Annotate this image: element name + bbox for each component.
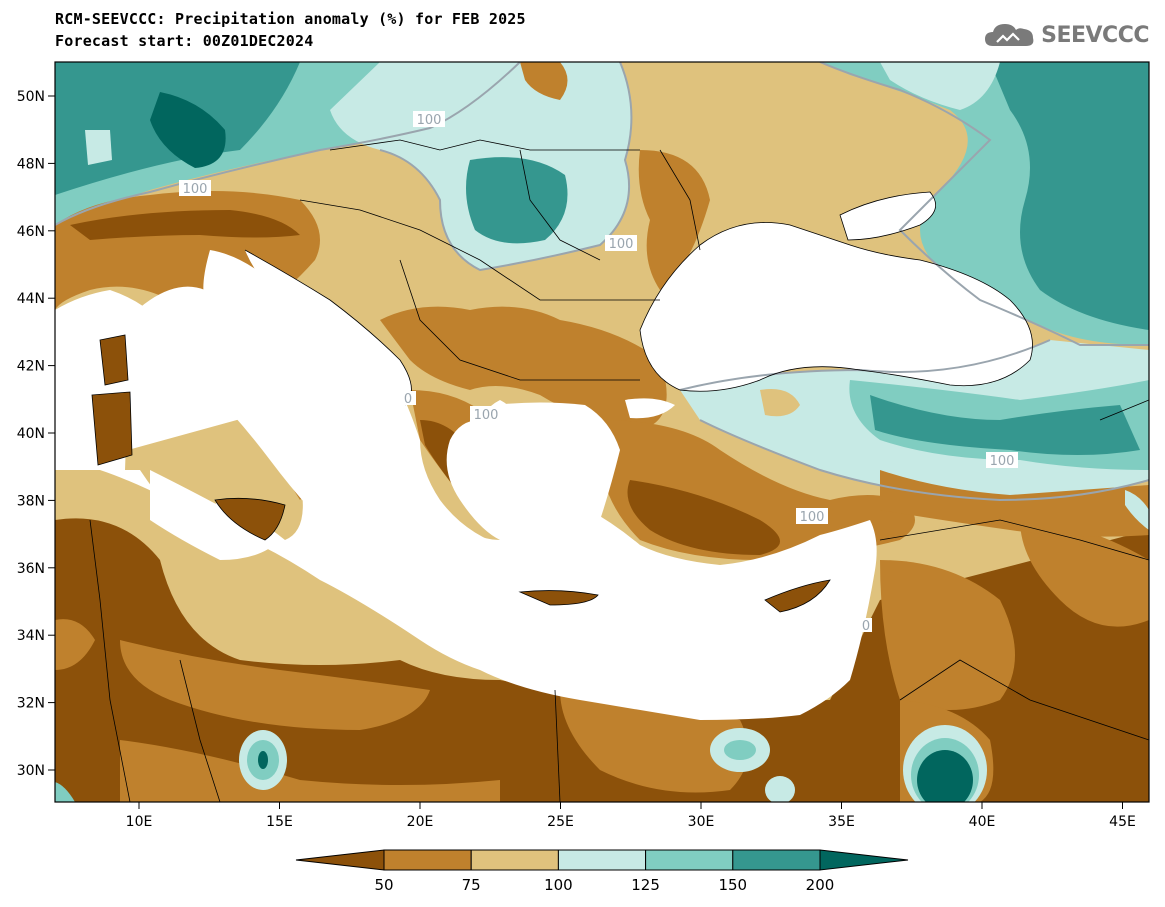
legend-label: 125: [631, 876, 660, 894]
lat-label: 40N: [17, 426, 45, 442]
contour-label: 100: [990, 454, 1015, 469]
lat-label: 46N: [17, 224, 45, 240]
legend-label: 75: [462, 876, 481, 894]
lat-label: 36N: [17, 561, 45, 577]
lat-label: 34N: [17, 628, 45, 644]
lat-label: 30N: [17, 763, 45, 779]
seevccc-logo: SEEVCCC: [983, 20, 1149, 50]
legend-upper-extension: [819, 849, 909, 871]
contour-lines: [55, 62, 1149, 502]
longitude-axis: 10E 15E 20E 25E 30E 35E 40E 45E: [126, 802, 1136, 830]
legend-lower-extension: [295, 849, 385, 871]
contour-label-box: [413, 111, 445, 127]
contour-label-box: [796, 508, 828, 524]
lon-label: 30E: [688, 814, 715, 830]
lat-label: 50N: [17, 89, 45, 105]
map-frame: [54, 61, 1150, 803]
legend-label: 150: [718, 876, 747, 894]
map-title: RCM-SEEVCCC: Precipitation anomaly (%) f…: [55, 10, 526, 28]
lat-label: 42N: [17, 359, 45, 375]
lon-label: 25E: [547, 814, 574, 830]
lon-label: 20E: [407, 814, 434, 830]
contour-label: 100: [609, 237, 634, 252]
lat-label: 32N: [17, 696, 45, 712]
country-borders: [89, 139, 1149, 802]
contour-label-box: [605, 235, 637, 251]
contour-label: 100: [800, 510, 825, 525]
legend-label: 50: [374, 876, 393, 894]
contour-label: 100: [474, 408, 499, 423]
lon-label: 10E: [126, 814, 153, 830]
legend-label: 100: [544, 876, 573, 894]
contour-label: 100: [417, 113, 442, 128]
contour-label-box: [986, 452, 1018, 468]
forecast-start-subtitle: Forecast start: 00Z01DEC2024: [55, 32, 314, 50]
contour-label-box: [860, 618, 872, 632]
contour-labels: 100 100 100 100 100 100 0 0: [179, 111, 1018, 634]
contour-label-box: [179, 180, 211, 196]
legend-label: 200: [806, 876, 835, 894]
contour-label-box: [404, 391, 416, 405]
lon-label: 35E: [828, 814, 855, 830]
legend-swatch: [732, 849, 821, 871]
contour-label-box: [470, 406, 502, 422]
legend-swatch: [645, 849, 734, 871]
contour-label: 0: [404, 392, 412, 407]
legend-swatch: [470, 849, 559, 871]
lat-label: 38N: [17, 493, 45, 509]
lat-label: 48N: [17, 156, 45, 172]
lon-label: 45E: [1109, 814, 1136, 830]
legend-swatch: [383, 849, 472, 871]
cloud-icon: [985, 24, 1034, 46]
lon-label: 15E: [266, 814, 293, 830]
anomaly-field: [55, 62, 1149, 802]
lon-label: 40E: [969, 814, 996, 830]
latitude-axis: 50N 48N 46N 44N 42N 40N 38N 36N 34N 32N 30N: [17, 89, 55, 779]
lat-label: 44N: [17, 291, 45, 307]
colorbar-legend: 50 75 100 125 150 200: [295, 849, 909, 894]
contour-label: 0: [862, 619, 870, 634]
legend-swatch: [557, 849, 647, 871]
contour-label: 100: [183, 182, 208, 197]
logo-text: SEEVCCC: [1041, 22, 1149, 48]
